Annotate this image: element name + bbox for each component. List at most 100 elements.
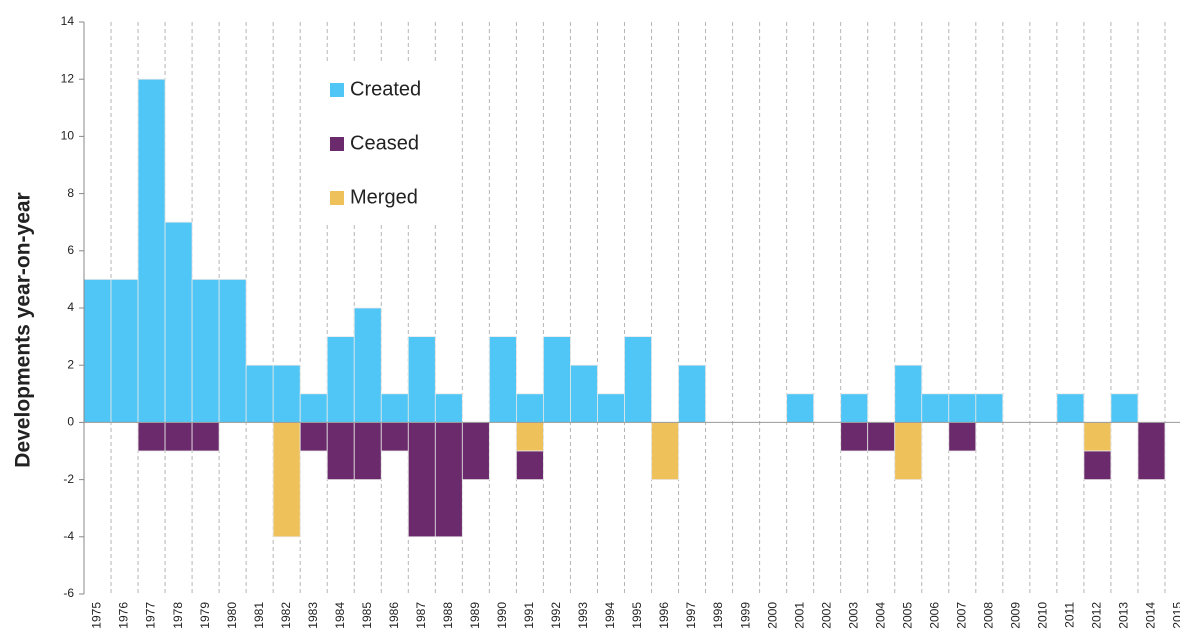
- x-tick-label: 2002: [819, 602, 833, 629]
- legend: Created Ceased Merged: [330, 78, 421, 208]
- bar: [461, 421, 490, 480]
- bar: [1056, 393, 1085, 423]
- bar: [83, 278, 112, 423]
- bar: [488, 336, 517, 423]
- x-tick-label: 2008: [981, 602, 995, 629]
- x-tick-label: 1992: [549, 602, 563, 629]
- x-tick-label: 1988: [441, 602, 455, 629]
- x-tick-label: 2015: [1171, 602, 1180, 629]
- x-tick-label: 1985: [360, 602, 374, 629]
- y-tick-label: -4: [63, 529, 74, 543]
- bar: [515, 421, 544, 452]
- bar: [164, 221, 193, 423]
- x-tick-label: 2013: [1117, 602, 1131, 629]
- bar: [110, 278, 139, 423]
- bar: [353, 307, 382, 423]
- bar: [921, 393, 950, 423]
- legend-label: Ceased: [350, 132, 419, 154]
- bar: [326, 336, 355, 423]
- y-tick-label: 2: [67, 357, 74, 371]
- x-tick-label: 2009: [1009, 602, 1023, 629]
- x-tick-label: 2006: [927, 602, 941, 629]
- x-tick-label: 1975: [90, 602, 104, 629]
- bar: [434, 393, 463, 423]
- x-tick-label: 1997: [684, 602, 698, 629]
- bar: [407, 421, 436, 538]
- y-tick-label: -2: [63, 472, 74, 486]
- axes: -6 -4 -2 0 2 4 6 8 10 12 14 1975 1976 1977 1978 1979 198…: [61, 14, 1180, 629]
- bar: [272, 364, 301, 423]
- bar: [894, 364, 923, 423]
- x-tick-label: 1981: [252, 602, 266, 629]
- bar: [1137, 421, 1166, 480]
- x-tick-label: 1995: [630, 602, 644, 629]
- bar: [218, 278, 247, 423]
- x-tick-label: 2014: [1144, 602, 1158, 629]
- bar: [515, 450, 544, 481]
- legend-swatch: [330, 83, 344, 97]
- bar: [840, 421, 869, 452]
- x-tick-label: 1991: [522, 602, 536, 629]
- bar: [840, 393, 869, 423]
- bar: [434, 421, 463, 538]
- bar: [245, 364, 274, 423]
- legend-box: [305, 62, 445, 224]
- x-tick-label: 1980: [225, 602, 239, 629]
- bar: [948, 393, 977, 423]
- bar: [191, 421, 220, 452]
- bar: [299, 421, 328, 452]
- legend-swatch: [330, 137, 344, 151]
- y-axis-label: Developments year-on-year: [12, 192, 35, 467]
- bar: [515, 393, 544, 423]
- x-tick-label: 1976: [117, 602, 131, 629]
- legend-label: Created: [350, 78, 421, 100]
- bar: [353, 421, 382, 480]
- bar: [137, 421, 166, 452]
- bar: [380, 421, 409, 452]
- y-tick-label: 0: [67, 415, 74, 429]
- x-tick-label: 1996: [657, 602, 671, 629]
- y-tick-label: 10: [61, 129, 75, 143]
- x-tick-label: 1983: [306, 602, 320, 629]
- bar: [678, 364, 706, 423]
- bar: [1110, 393, 1139, 423]
- bar: [894, 421, 923, 480]
- bar: [191, 278, 220, 423]
- x-tick-label: 1987: [414, 602, 428, 629]
- y-tick-label: -6: [63, 586, 74, 600]
- grid: [110, 22, 1166, 594]
- bar: [380, 393, 409, 423]
- bar: [407, 336, 436, 423]
- bar: [272, 421, 301, 538]
- x-tick-label: 1999: [738, 602, 752, 629]
- x-tick-label: 1977: [144, 602, 158, 629]
- y-tick-label: 6: [67, 243, 74, 257]
- y-tick-label: 12: [61, 71, 75, 85]
- x-tick-label: 1993: [576, 602, 590, 629]
- x-tick-label: 1978: [171, 602, 185, 629]
- y-tick-label: 4: [67, 300, 74, 314]
- bar: [543, 336, 571, 423]
- bars: [83, 78, 1166, 538]
- bar: [975, 393, 1004, 423]
- bar: [1083, 450, 1112, 481]
- bar: [651, 421, 679, 480]
- x-tick-label: 1990: [495, 602, 509, 629]
- bar: [624, 336, 652, 423]
- bar: [597, 393, 625, 423]
- x-tick-label: 1989: [468, 602, 482, 629]
- bar: [299, 393, 328, 423]
- x-tick-label: 1982: [279, 602, 293, 629]
- x-tick-label: 2007: [954, 602, 968, 629]
- bar: [867, 421, 896, 452]
- x-tick-label: 2010: [1036, 602, 1050, 629]
- legend-swatch: [330, 191, 344, 205]
- x-tick-label: 1979: [198, 602, 212, 629]
- x-tick-label: 2004: [873, 602, 887, 629]
- x-tick-label: 2000: [765, 602, 779, 629]
- bar: [1083, 421, 1112, 452]
- bar: [164, 421, 193, 452]
- bar: [948, 421, 977, 452]
